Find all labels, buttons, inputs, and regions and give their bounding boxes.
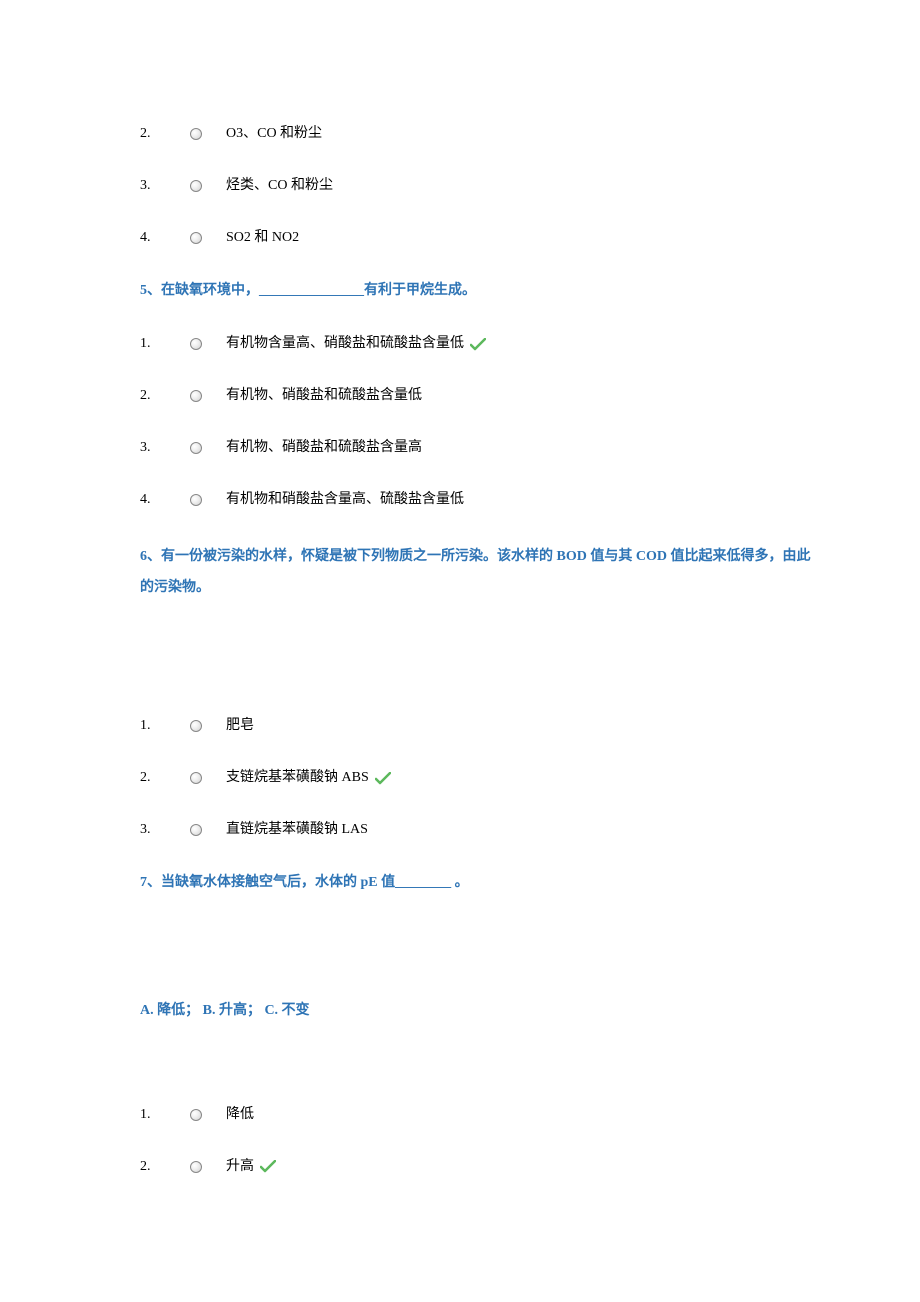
option-text: 升高 [226,1154,276,1180]
option-number: 1. [140,333,190,355]
option-text: 烃类、CO 和粉尘 [226,175,333,197]
radio-icon[interactable] [190,1109,202,1121]
option-number: 3. [140,175,190,197]
question-choices-line: A. 降低； B. 升高； C. 不变 [140,1000,920,1022]
radio-icon[interactable] [190,442,202,454]
option-number: 1. [140,1104,190,1126]
list-item: 1. 有机物含量高、硝酸盐和硫酸盐含量低 [140,330,920,358]
list-item: 3. 烃类、CO 和粉尘 [140,172,920,200]
option-number: 3. [140,437,190,459]
list-item: 4. 有机物和硝酸盐含量高、硫酸盐含量低 [140,486,920,514]
option-number: 2. [140,1156,190,1178]
option-text: O3、CO 和粉尘 [226,123,322,145]
option-number: 2. [140,767,190,789]
option-text: SO2 和 NO2 [226,227,299,249]
question-line-1: 6、有一份被污染的水样，怀疑是被下列物质之一所污染。该水样的 BOD 值与其 C… [140,549,810,564]
option-text: 肥皂 [226,715,254,737]
list-item: 2. 有机物、硝酸盐和硫酸盐含量低 [140,382,920,410]
spacer [140,922,920,972]
spacer [140,1051,920,1101]
option-text: 有机物、硝酸盐和硫酸盐含量低 [226,385,422,407]
option-number: 4. [140,489,190,511]
option-label: 升高 [226,1156,254,1178]
option-text: 有机物含量高、硝酸盐和硫酸盐含量低 [226,332,486,358]
list-item: 2. O3、CO 和粉尘 [140,120,920,148]
list-item: 4. SO2 和 NO2 [140,224,920,252]
list-item: 2. 升高 [140,1153,920,1181]
list-item: 2. 支链烷基苯磺酸钠 ABS [140,764,920,792]
check-icon [470,332,486,358]
list-item: 3. 直链烷基苯磺酸钠 LAS [140,816,920,844]
spacer [140,632,920,712]
radio-icon[interactable] [190,232,202,244]
option-label: 有机物含量高、硝酸盐和硫酸盐含量低 [226,333,464,355]
list-item: 1. 降低 [140,1101,920,1129]
option-text: 有机物、硝酸盐和硫酸盐含量高 [226,437,422,459]
list-item: 3. 有机物、硝酸盐和硫酸盐含量高 [140,434,920,462]
question-prompt: 6、有一份被污染的水样，怀疑是被下列物质之一所污染。该水样的 BOD 值与其 C… [140,542,920,604]
option-number: 2. [140,123,190,145]
radio-icon[interactable] [190,128,202,140]
option-number: 1. [140,715,190,737]
radio-icon[interactable] [190,390,202,402]
question-line-2: 的污染物。 [140,580,210,595]
radio-icon[interactable] [190,1161,202,1173]
radio-icon[interactable] [190,772,202,784]
option-text: 直链烷基苯磺酸钠 LAS [226,819,368,841]
question-prompt: 7、当缺氧水体接触空气后，水体的 pE 值________ 。 [140,872,920,894]
check-icon [375,765,391,791]
option-text: 降低 [226,1104,254,1126]
radio-icon[interactable] [190,824,202,836]
list-item: 1. 肥皂 [140,712,920,740]
radio-icon[interactable] [190,338,202,350]
option-number: 3. [140,819,190,841]
radio-icon[interactable] [190,720,202,732]
option-number: 4. [140,227,190,249]
question-prompt: 5、在缺氧环境中，_______________有利于甲烷生成。 [140,280,920,302]
option-number: 2. [140,385,190,407]
document-content: 2. O3、CO 和粉尘 3. 烃类、CO 和粉尘 4. SO2 和 NO2 5… [0,0,920,1181]
radio-icon[interactable] [190,494,202,506]
option-text: 支链烷基苯磺酸钠 ABS [226,765,391,791]
check-icon [260,1154,276,1180]
option-label: 支链烷基苯磺酸钠 ABS [226,767,369,789]
option-text: 有机物和硝酸盐含量高、硫酸盐含量低 [226,489,464,511]
radio-icon[interactable] [190,180,202,192]
